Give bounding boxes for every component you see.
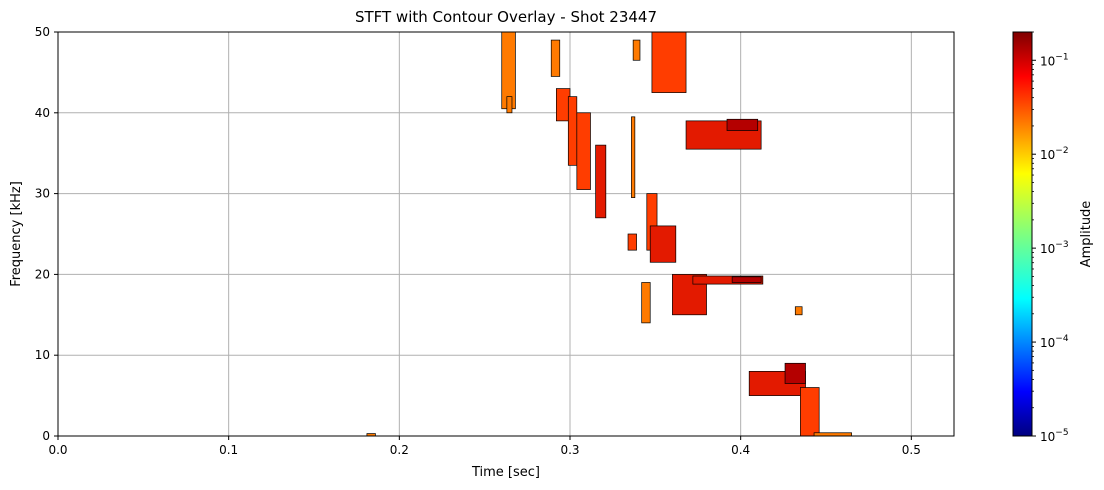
x-tick-label: 0.2: [390, 443, 409, 457]
spectrogram-region-blob-31: [595, 144, 607, 219]
x-tick-label: 0.5: [902, 443, 921, 457]
spectrogram-region-blob-28: [550, 39, 561, 77]
spectrogram-region-blob-43-peak: [784, 362, 806, 384]
x-tick-label: 0.4: [731, 443, 750, 457]
spectrogram-region-blob-37: [672, 274, 707, 316]
spectrogram-region-blob-35: [649, 225, 677, 263]
spectrogram-region-blob-44: [800, 387, 820, 436]
spectrogram-regions: [366, 32, 852, 436]
spectrogram-region-blob-30: [576, 112, 591, 190]
y-tick-label: 10: [35, 348, 50, 362]
x-tick-label: 0.1: [219, 443, 238, 457]
spectrogram-region-blob-38-peak: [726, 118, 759, 131]
spectrogram-region-blob-33-mid: [627, 233, 637, 251]
spectrogram-region-blob-33-top: [632, 39, 641, 61]
spectrogram-region-blob-26s-tail: [506, 96, 513, 114]
colorbar-tick-label: 10−3: [1040, 240, 1069, 256]
colorbar-tick-label: 10−5: [1040, 428, 1069, 444]
y-tick-label: 30: [35, 187, 50, 201]
y-axis-label: Frequency [kHz]: [9, 181, 24, 287]
colorbar-ticks: 10−5 10−4 10−3 10−2 10−1: [1032, 31, 1069, 444]
colorbar-tick-label: 10−4: [1040, 334, 1069, 350]
chart-title: STFT with Contour Overlay - Shot 23447: [355, 8, 657, 26]
spectrogram-region-blob-44-base: [813, 432, 852, 436]
y-tick-label: 40: [35, 106, 50, 120]
colorbar-label: Amplitude: [1079, 201, 1094, 268]
spectrogram-region-blob-29b: [567, 96, 578, 166]
x-axis-ticks: 0.0 0.1 0.2 0.3 0.4 0.5: [48, 436, 921, 457]
plot-frame: [57, 31, 955, 437]
colorbar-tick-label: 10−1: [1040, 52, 1069, 68]
colorbar: [1012, 31, 1033, 437]
y-tick-label: 50: [35, 25, 50, 39]
x-tick-label: 0.0: [48, 443, 67, 457]
spectrogram-region-blob-34-top: [651, 32, 687, 93]
x-tick-label: 0.3: [560, 443, 579, 457]
y-tick-label: 20: [35, 267, 50, 281]
spectrogram-region-blob-39: [692, 275, 764, 285]
spectrogram-region-blob-34-low: [641, 282, 651, 324]
x-axis-label: Time [sec]: [471, 465, 540, 480]
colorbar-tick-label: 10−2: [1040, 146, 1069, 162]
spectrogram-region-blob-33-line: [631, 116, 636, 198]
y-axis-ticks: 0 10 20 30 40 50: [35, 25, 58, 443]
y-tick-label: 0: [42, 429, 50, 443]
spectrogram-region-blob-43-dot: [794, 306, 803, 316]
spectrogram-region-blob-39-peak: [731, 276, 762, 283]
